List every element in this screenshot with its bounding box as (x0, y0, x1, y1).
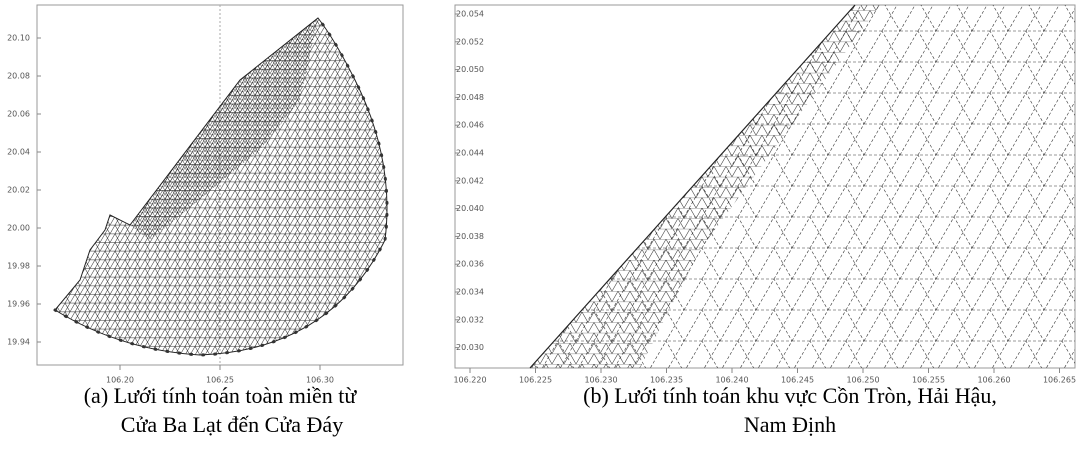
y-tick-label: 20.044 (456, 149, 484, 158)
y-tick-label: 20.048 (456, 93, 484, 102)
y-tick-label: 20.046 (456, 121, 484, 130)
x-tick-label: 106.20 (106, 376, 134, 385)
x-tick-label: 106.25 (206, 376, 234, 385)
y-tick-label: 20.10 (7, 34, 30, 43)
x-tick-label: 106.250 (846, 376, 879, 385)
coastline (529, 4, 856, 369)
x-tick-label: 106.225 (519, 376, 552, 385)
x-tick-label: 106.240 (715, 376, 748, 385)
x-tick-label: 106.30 (306, 376, 334, 385)
y-tick-label: 20.02 (7, 186, 30, 195)
caption: (b) Lưới tính toán khu vực Cồn Tròn, Hải… (583, 383, 997, 408)
y-tick-label: 20.08 (7, 72, 30, 81)
panel-b: 20.054 20.052 20.050 20.048 20.046 20.044 20.0… (453, 4, 1076, 437)
mesh (54, 17, 388, 356)
panel-a: 20.10 20.08 20.06 20.04 20.02 20.00 19.98 19.96… (7, 4, 404, 437)
caption: (a) Lưới tính toán toàn miền từ (84, 383, 358, 408)
y-tick-label: 20.06 (7, 110, 30, 119)
x-tick-label: 106.245 (781, 376, 814, 385)
mesh-dense (130, 18, 318, 240)
y-tick-label: 20.050 (456, 65, 484, 74)
x-tick-label: 106.230 (584, 376, 617, 385)
caption: Cửa Ba Lạt đến Cửa Đáy (121, 412, 343, 437)
y-tick-label: 20.054 (456, 10, 484, 19)
y-tick-label: 19.94 (7, 338, 30, 347)
y-tick-label: 20.00 (7, 224, 30, 233)
y-tick-label: 20.032 (456, 315, 484, 324)
y-tick-label: 20.030 (456, 343, 484, 352)
x-tick-label: 106.265 (1043, 376, 1076, 385)
caption: Nam Định (744, 412, 836, 437)
y-tick-label: 20.034 (456, 288, 484, 297)
y-tick-label: 20.04 (7, 148, 30, 157)
x-tick-label: 106.255 (912, 376, 945, 385)
y-tick-label: 20.038 (456, 232, 484, 241)
mesh-dense (530, 5, 880, 368)
y-tick-label: 19.96 (7, 300, 30, 309)
x-tick-label: 106.260 (977, 376, 1010, 385)
y-tick-label: 19.98 (7, 262, 30, 271)
y-tick-label: 20.052 (456, 37, 484, 46)
y-tick-label: 20.042 (456, 176, 484, 185)
x-tick-label: 106.220 (453, 376, 486, 385)
y-tick-label: 20.040 (456, 204, 484, 213)
y-tick-label: 20.036 (456, 260, 484, 269)
x-tick-label: 106.235 (650, 376, 683, 385)
